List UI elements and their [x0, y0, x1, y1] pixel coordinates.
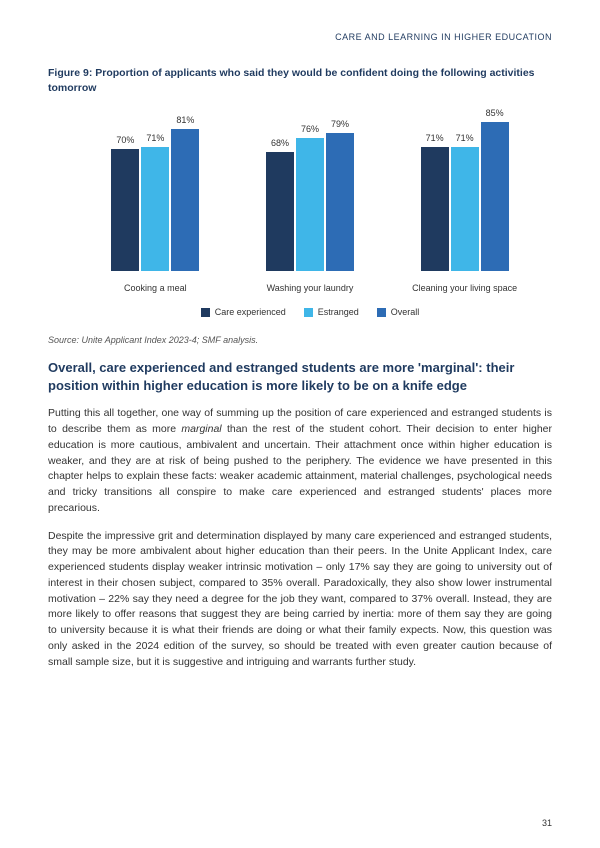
para1-part-b: than the rest of the student cohort. The… [48, 423, 552, 514]
legend-swatch [377, 308, 386, 317]
legend-item: Overall [377, 307, 420, 317]
bar-value-label: 71% [146, 133, 164, 143]
para1-emphasis: marginal [181, 423, 221, 435]
bar: 71% [141, 147, 169, 272]
bar: 76% [296, 138, 324, 271]
bar: 71% [451, 147, 479, 272]
legend-item: Estranged [304, 307, 359, 317]
bar-value-label: 68% [271, 138, 289, 148]
bar-value-label: 71% [456, 133, 474, 143]
bar-value-label: 79% [331, 119, 349, 129]
bar-value-label: 81% [176, 115, 194, 125]
paragraph-2: Despite the impressive grit and determin… [48, 529, 552, 671]
bar-value-label: 76% [301, 124, 319, 134]
x-axis-label: Cleaning your living space [388, 283, 541, 293]
bar-value-label: 71% [426, 133, 444, 143]
x-axis-label: Washing your laundry [233, 283, 386, 293]
page-number: 31 [542, 818, 552, 828]
bar: 68% [266, 152, 294, 271]
bar-chart: 70%71%81%68%76%79%71%71%85% Cooking a me… [48, 113, 552, 317]
bar-group: 68%76%79% [266, 133, 354, 272]
x-axis-label: Cooking a meal [79, 283, 232, 293]
legend-label: Care experienced [215, 307, 286, 317]
legend-swatch [201, 308, 210, 317]
figure-title: Figure 9: Proportion of applicants who s… [48, 66, 552, 95]
bar: 81% [171, 129, 199, 271]
bar: 79% [326, 133, 354, 272]
bar-value-label: 85% [486, 108, 504, 118]
bar: 85% [481, 122, 509, 271]
legend-swatch [304, 308, 313, 317]
plot-area: 70%71%81%68%76%79%71%71%85% [78, 113, 542, 271]
bar: 70% [111, 149, 139, 272]
x-axis-labels: Cooking a mealWashing your laundryCleani… [78, 283, 542, 293]
bar: 71% [421, 147, 449, 272]
legend-label: Overall [391, 307, 420, 317]
bar-group: 70%71%81% [111, 129, 199, 271]
paragraph-1: Putting this all together, one way of su… [48, 406, 552, 516]
section-heading: Overall, care experienced and estranged … [48, 359, 552, 394]
chart-legend: Care experienced Estranged Overall [78, 307, 542, 317]
bar-group: 71%71%85% [421, 122, 509, 271]
legend-label: Estranged [318, 307, 359, 317]
page-header: CARE AND LEARNING IN HIGHER EDUCATION [48, 32, 552, 42]
bar-value-label: 70% [116, 135, 134, 145]
chart-source: Source: Unite Applicant Index 2023-4; SM… [48, 335, 552, 345]
legend-item: Care experienced [201, 307, 286, 317]
